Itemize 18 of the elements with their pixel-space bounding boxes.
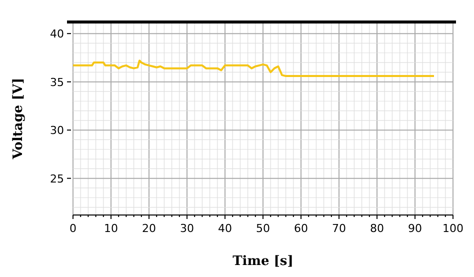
x-tick-label: 0 <box>70 222 76 235</box>
x-axis-title: Time [s] <box>232 254 294 269</box>
x-tick-label: 60 <box>294 222 308 235</box>
y-tick-label: 30 <box>50 124 64 138</box>
x-tick-label: 30 <box>180 222 194 235</box>
y-tick-label: 35 <box>50 76 64 89</box>
x-tick-label: 50 <box>256 222 270 235</box>
x-tick-label: 40 <box>218 222 232 235</box>
y-axis-title: Voltage [V] <box>11 78 26 160</box>
y-tick-label: 25 <box>50 172 64 186</box>
y-tick-label: 40 <box>50 28 64 41</box>
x-tick-label: 20 <box>142 222 156 235</box>
x-tick-label: 70 <box>332 222 346 235</box>
x-tick-label: 80 <box>370 222 384 235</box>
x-tick-label: 90 <box>408 222 422 235</box>
x-tick-label: 10 <box>104 222 118 235</box>
line-series <box>72 60 435 78</box>
x-tick-label: 100 <box>442 222 464 235</box>
